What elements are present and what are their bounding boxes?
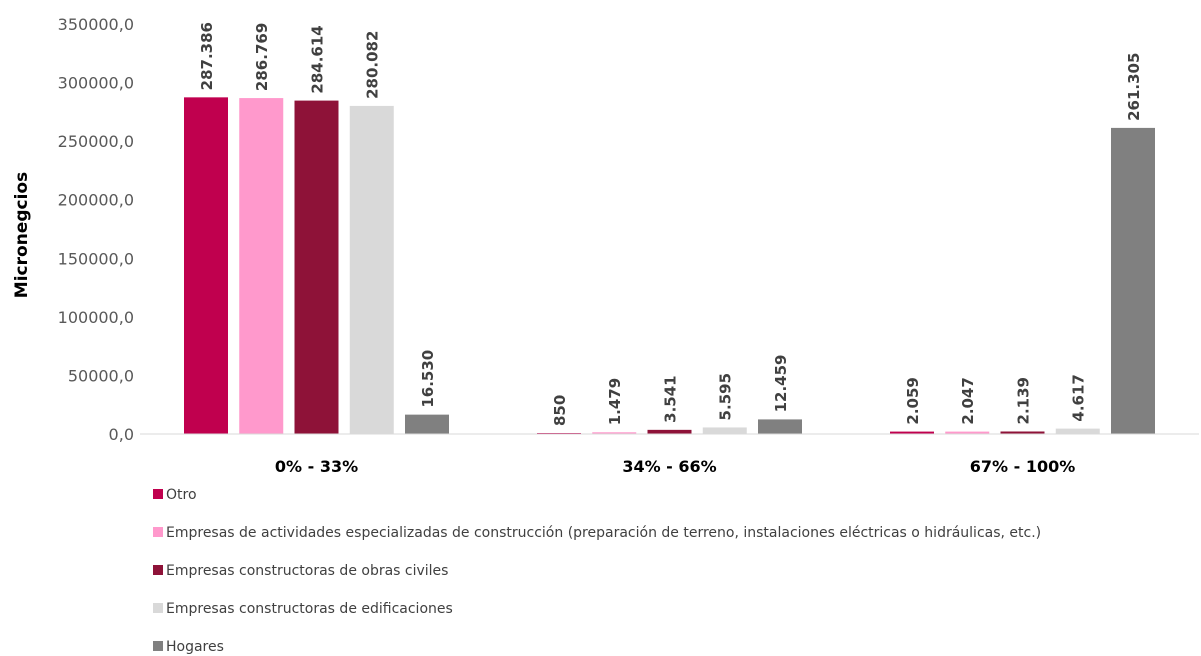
legend-item: Empresas constructoras de obras civiles xyxy=(153,563,448,579)
bar xyxy=(890,431,934,434)
bar xyxy=(184,97,228,434)
bar xyxy=(239,98,284,434)
y-tick-label: 0,0 xyxy=(109,425,134,444)
data-label: 287.386 xyxy=(198,22,216,90)
data-label: 280.082 xyxy=(364,31,382,99)
y-axis-ticks: 0,0 50000,0 100000,0 150000,0 200000,0 250000… xyxy=(58,15,134,444)
legend: Otro Empresas de actividades especializad… xyxy=(153,487,1041,655)
y-tick-label: 250000,0 xyxy=(58,132,134,151)
y-axis-label: Micronegcios xyxy=(12,172,32,298)
legend-label: Otro xyxy=(166,487,197,503)
data-label: 16.530 xyxy=(419,350,437,408)
data-label: 2.047 xyxy=(959,377,977,424)
data-label: 5.595 xyxy=(717,373,735,420)
data-labels: 287.386 286.769 284.614 280.082 16.530 850 1.4… xyxy=(198,22,1143,426)
legend-swatch xyxy=(153,489,163,499)
bar xyxy=(758,419,802,434)
data-label: 3.541 xyxy=(662,375,680,422)
legend-label: Empresas constructoras de obras civiles xyxy=(166,563,448,579)
legend-item: Hogares xyxy=(153,639,224,655)
bar xyxy=(592,432,637,434)
y-tick-label: 300000,0 xyxy=(58,74,134,93)
legend-item: Empresas de actividades especializadas d… xyxy=(153,525,1041,541)
category-labels: 0% - 33% 34% - 66% 67% - 100% xyxy=(275,457,1075,476)
y-tick-label: 50000,0 xyxy=(68,366,134,385)
bar xyxy=(702,427,747,434)
bar xyxy=(349,105,394,435)
legend-swatch xyxy=(153,527,163,537)
data-label: 2.059 xyxy=(904,377,922,424)
legend-swatch xyxy=(153,641,163,651)
y-tick-label: 200000,0 xyxy=(58,191,134,210)
data-label: 12.459 xyxy=(772,355,790,413)
bar xyxy=(945,431,990,434)
bars xyxy=(184,97,1155,435)
y-tick-label: 350000,0 xyxy=(58,15,134,34)
category-label: 67% - 100% xyxy=(970,457,1076,476)
legend-item: Otro xyxy=(153,487,197,503)
data-label: 261.305 xyxy=(1125,53,1143,121)
bar xyxy=(294,100,339,434)
legend-swatch xyxy=(153,603,163,613)
data-label: 850 xyxy=(551,395,569,426)
bar xyxy=(1055,428,1100,434)
legend-label: Empresas de actividades especializadas d… xyxy=(166,525,1041,541)
data-label: 286.769 xyxy=(253,23,271,91)
category-label: 0% - 33% xyxy=(275,457,358,476)
data-label: 2.139 xyxy=(1015,377,1033,424)
data-label: 1.479 xyxy=(606,378,624,425)
legend-item: Empresas constructoras de edificaciones xyxy=(153,601,453,617)
y-tick-label: 150000,0 xyxy=(58,249,134,268)
bar xyxy=(1111,127,1155,435)
legend-label: Hogares xyxy=(166,639,224,655)
legend-swatch xyxy=(153,565,163,575)
y-tick-label: 100000,0 xyxy=(58,308,134,327)
data-label: 284.614 xyxy=(309,25,327,93)
bar xyxy=(1000,431,1045,434)
legend-label: Empresas constructoras de edificaciones xyxy=(166,601,453,617)
bar xyxy=(647,429,692,434)
category-label: 34% - 66% xyxy=(622,457,716,476)
data-label: 4.617 xyxy=(1070,374,1088,421)
bar xyxy=(405,414,449,434)
